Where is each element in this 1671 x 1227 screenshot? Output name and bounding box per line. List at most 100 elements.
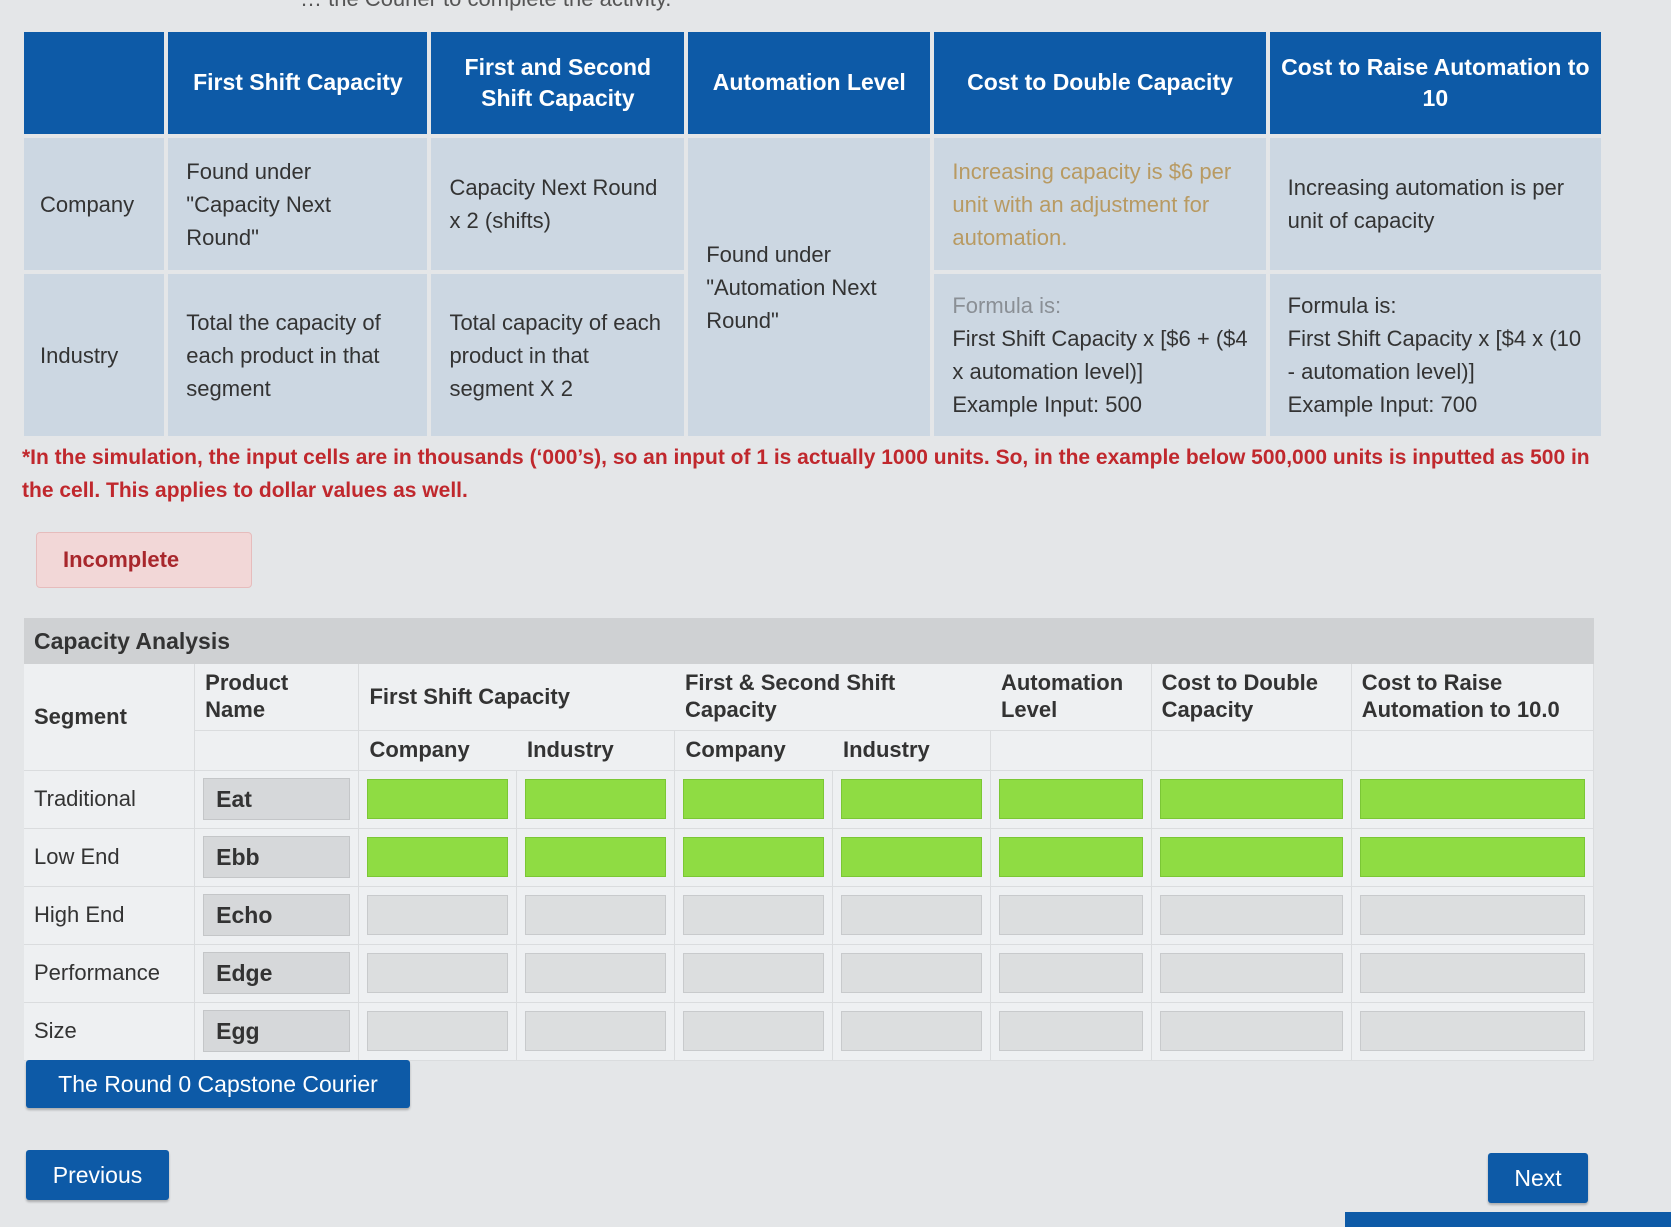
automation-level-input[interactable] [999,779,1143,819]
first-second-industry-input[interactable] [841,1011,983,1051]
first-second-company-input[interactable] [683,779,825,819]
bottom-bar [1345,1212,1671,1227]
cost-double-input[interactable] [1159,1011,1343,1051]
first-shift-company-input[interactable] [367,779,509,819]
subheader-company-2: Company [674,730,833,771]
first-shift-company-input[interactable] [367,895,509,935]
subheader-blank-a [990,730,1152,771]
first-second-company-cell [674,944,834,1003]
cost-double-input[interactable] [1159,779,1343,819]
cost-double-formula: First Shift Capacity x [$6 + ($4 x autom… [952,326,1248,384]
first-shift-company-cell [358,828,518,887]
subheader-blank-c [1351,730,1595,771]
first-shift-industry-input[interactable] [525,895,667,935]
reference-industry-first-second: Total capacity of each product in that s… [427,270,689,440]
cost-double-cell [1151,770,1352,829]
reference-header-blank [19,28,169,138]
first-shift-company-input[interactable] [367,837,509,877]
automation-level-input[interactable] [999,1011,1143,1051]
capstone-courier-button[interactable]: The Round 0 Capstone Courier [26,1060,410,1108]
cost-raise-cell [1351,944,1595,1003]
reference-header-row: First Shift Capacity First and Second Sh… [19,28,1606,138]
next-button[interactable]: Next [1488,1153,1588,1203]
product-cell: Eat [194,770,360,829]
first-shift-company-cell [358,886,518,945]
first-shift-industry-input[interactable] [525,1011,667,1051]
first-second-industry-cell [832,1002,992,1061]
first-second-company-input[interactable] [683,895,825,935]
first-second-company-input[interactable] [683,953,825,993]
cost-double-input[interactable] [1159,953,1343,993]
header-segment: Segment [24,664,196,771]
first-second-industry-cell [832,944,992,1003]
first-second-industry-input[interactable] [841,779,983,819]
first-shift-company-input[interactable] [367,1011,509,1051]
cost-raise-formula-label: Formula is: [1287,293,1397,318]
automation-level-input[interactable] [999,953,1143,993]
first-shift-industry-cell [516,886,676,945]
first-shift-industry-input[interactable] [525,953,667,993]
previous-button[interactable]: Previous [26,1150,169,1200]
table-row: Performance Edge [24,944,1595,1003]
automation-level-input[interactable] [999,895,1143,935]
automation-level-cell [990,828,1152,887]
capacity-analysis-title: Capacity Analysis [24,618,1594,664]
reference-industry-cost-raise: Formula is: First Shift Capacity x [$4 x… [1265,270,1606,440]
header-first-shift: First Shift Capacity [358,664,675,731]
first-second-industry-input[interactable] [841,837,983,877]
cost-raise-input[interactable] [1359,953,1585,993]
first-second-industry-cell [832,886,992,945]
header-blank [194,730,360,771]
table-row: Size Egg [24,1002,1595,1061]
reference-industry-cost-double: Formula is: First Shift Capacity x [$6 +… [930,270,1270,440]
first-shift-industry-input[interactable] [525,837,667,877]
automation-level-cell [990,770,1152,829]
cost-double-input[interactable] [1159,895,1343,935]
first-second-company-cell [674,828,834,887]
reference-row-company: Company Found under "Capacity Next Round… [19,134,1606,440]
product-name: Echo [203,894,351,936]
cost-double-cell [1151,886,1352,945]
first-shift-company-cell [358,1002,518,1061]
reference-company-cost-double: Increasing capacity is $6 per unit with … [930,134,1270,274]
reference-header-automation: Automation Level [684,28,935,138]
cost-raise-input[interactable] [1359,895,1585,935]
table-row: Low End Ebb [24,828,1595,887]
cost-raise-cell [1351,1002,1595,1061]
automation-level-input[interactable] [999,837,1143,877]
first-second-industry-input[interactable] [841,895,983,935]
first-second-company-input[interactable] [683,837,825,877]
cost-raise-input[interactable] [1359,779,1585,819]
first-shift-company-input[interactable] [367,953,509,993]
product-cell: Edge [194,944,360,1003]
cost-raise-input[interactable] [1359,1011,1585,1051]
thousands-note: *In the simulation, the input cells are … [22,446,1590,502]
header-cost-raise: Cost to Raise Automation to 10.0 [1351,664,1595,731]
header-automation: Automation Level [990,664,1152,731]
capacity-rows: Traditional Eat Low End Ebb High End Echo Perf… [24,770,1595,1061]
cost-double-cell [1151,944,1352,1003]
first-second-industry-input[interactable] [841,953,983,993]
cost-double-input[interactable] [1159,837,1343,877]
cost-raise-cell [1351,886,1595,945]
product-name: Egg [203,1010,351,1052]
reference-header-first-second: First and Second Shift Capacity [427,28,689,138]
table-row: Traditional Eat [24,770,1595,829]
reference-company-cost-raise: Increasing automation is per unit of cap… [1265,134,1606,274]
reference-cost-double-desc: Increasing capacity is $6 per unit with … [952,158,1232,250]
header-cost-double: Cost to Double Capacity [1151,664,1352,731]
reference-table: First Shift Capacity First and Second Sh… [19,28,1606,440]
status-badge: Incomplete [36,532,252,588]
cost-double-example: Example Input: 500 [952,392,1142,417]
first-shift-industry-input[interactable] [525,779,667,819]
subheader-company-1: Company [358,730,517,771]
first-shift-industry-cell [516,828,676,887]
first-shift-industry-cell [516,770,676,829]
segment-label: Low End [24,828,196,887]
first-shift-industry-cell [516,944,676,1003]
first-second-company-input[interactable] [683,1011,825,1051]
cost-raise-input[interactable] [1359,837,1585,877]
segment-label: Traditional [24,770,196,829]
capacity-header-row: Segment Product Name First Shift Capacit… [24,664,1595,771]
reference-industry-first-shift: Total the capacity of each product in th… [164,270,432,440]
